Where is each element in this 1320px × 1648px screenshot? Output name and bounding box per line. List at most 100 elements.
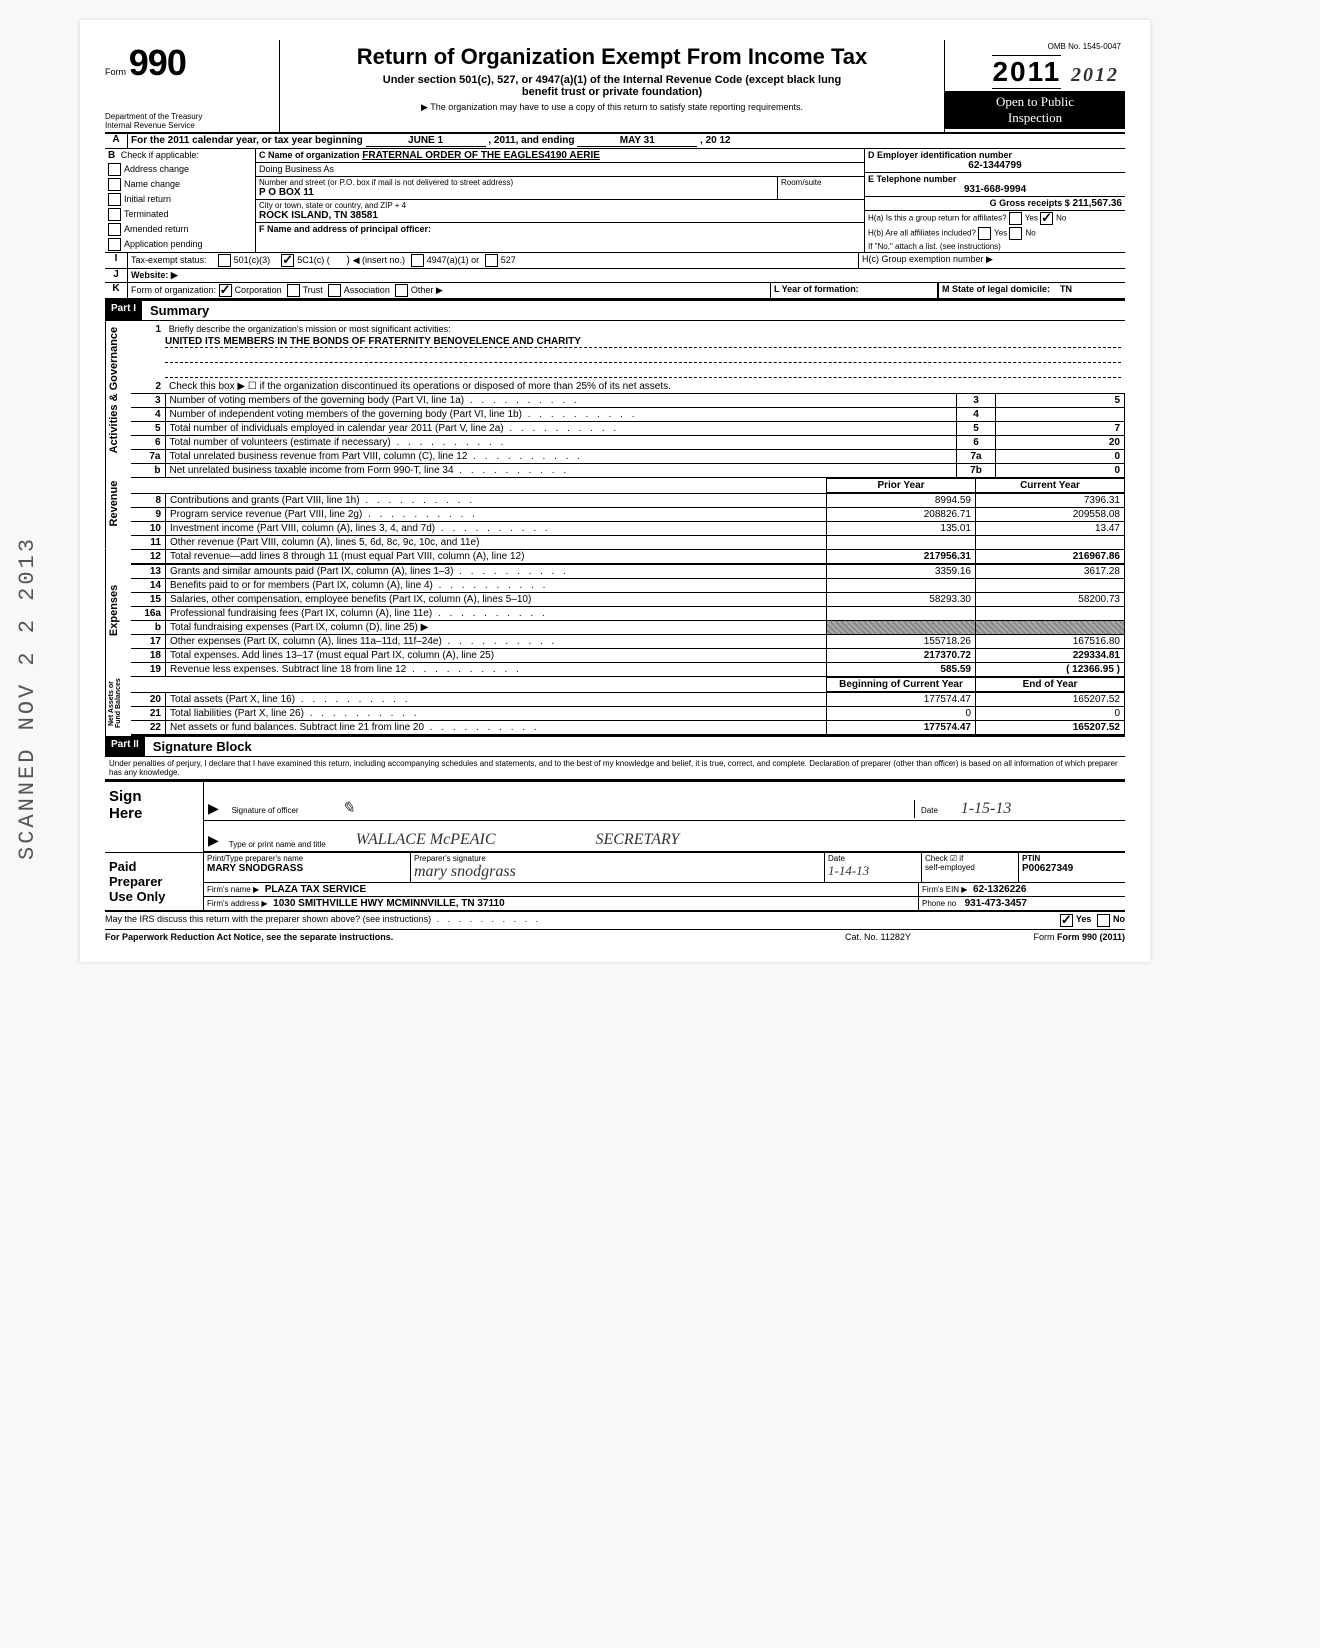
street-val: P O BOX 11 bbox=[259, 187, 774, 198]
eval13c: 3617.28 bbox=[976, 565, 1125, 579]
rval8p: 8994.59 bbox=[827, 494, 976, 508]
irs-q: May the IRS discuss this return with the… bbox=[105, 914, 1060, 927]
prep-name: MARY SNODGRASS bbox=[207, 863, 407, 874]
chk-corp[interactable] bbox=[219, 284, 232, 297]
sign-here-block: Sign Here ▶ Signature of officer ✎ Date … bbox=[105, 780, 1125, 852]
chk-addr[interactable] bbox=[108, 163, 121, 176]
b-term: Terminated bbox=[124, 209, 169, 219]
nval20c: 165207.52 bbox=[976, 693, 1125, 707]
label-a: A bbox=[105, 134, 128, 148]
rval9c: 209558.08 bbox=[976, 508, 1125, 522]
header-left: Form 990 Department of the Treasury Inte… bbox=[105, 40, 280, 132]
chk-trust[interactable] bbox=[287, 284, 300, 297]
form-word: Form bbox=[105, 67, 126, 77]
i-527: 527 bbox=[501, 255, 516, 265]
org-name: FRATERNAL ORDER OF THE EAGLES4190 AERIE bbox=[362, 150, 861, 161]
side-ag: Activities & Governance bbox=[105, 321, 132, 459]
chk-irs-yes[interactable] bbox=[1060, 914, 1073, 927]
chk-ha-no[interactable] bbox=[1040, 212, 1053, 225]
val3: 5 bbox=[996, 394, 1125, 408]
ptin-lbl: PTIN bbox=[1022, 854, 1122, 863]
dba-label: Doing Business As bbox=[259, 164, 334, 174]
line2: Check this box ▶ ☐ if the organization d… bbox=[169, 381, 671, 392]
chk-hb-yes[interactable] bbox=[978, 227, 991, 240]
side-net: Net Assets or Fund Balances bbox=[105, 671, 132, 736]
g-label: G Gross receipts $ bbox=[990, 198, 1070, 208]
col-b: B Check if applicable: Address change Na… bbox=[105, 149, 256, 252]
ptin-val: P00627349 bbox=[1022, 863, 1122, 874]
rline10: Investment income (Part VIII, column (A)… bbox=[166, 522, 827, 536]
chk-4947[interactable] bbox=[411, 254, 424, 267]
nline20: Total assets (Part X, line 16) bbox=[166, 693, 827, 707]
i-label: Tax-exempt status: bbox=[131, 255, 207, 265]
chk-hb-no[interactable] bbox=[1009, 227, 1022, 240]
chk-501c3[interactable] bbox=[218, 254, 231, 267]
val4 bbox=[996, 408, 1125, 422]
subtitle1: Under section 501(c), 527, or 4947(a)(1)… bbox=[286, 74, 938, 86]
chk-527[interactable] bbox=[485, 254, 498, 267]
city-label: City or town, state or country, and ZIP … bbox=[259, 201, 861, 210]
hb-no: No bbox=[1025, 229, 1035, 238]
chk-term[interactable] bbox=[108, 208, 121, 221]
city-val: ROCK ISLAND, TN 38581 bbox=[259, 210, 861, 221]
public-inspection: Open to Public Inspection bbox=[945, 91, 1125, 129]
eval17c: 167516.80 bbox=[976, 635, 1125, 649]
irs-no: No bbox=[1113, 914, 1125, 927]
eval18p: 217370.72 bbox=[827, 649, 976, 663]
chk-app[interactable] bbox=[108, 238, 121, 251]
eval14p bbox=[827, 579, 976, 593]
public1: Open to Public bbox=[996, 94, 1074, 109]
rval10p: 135.01 bbox=[827, 522, 976, 536]
k-assoc: Association bbox=[344, 285, 390, 295]
rval11c bbox=[976, 536, 1125, 550]
form-title: Return of Organization Exempt From Incom… bbox=[286, 44, 938, 70]
scanned-stamp: SCANNED NOV 2 2 2013 bbox=[15, 536, 40, 860]
year-box: 2011 2012 bbox=[945, 53, 1125, 91]
chk-irs-no[interactable] bbox=[1097, 914, 1110, 927]
chk-other[interactable] bbox=[395, 284, 408, 297]
rval11p bbox=[827, 536, 976, 550]
k-lyear: L Year of formation: bbox=[774, 284, 859, 294]
chk-name[interactable] bbox=[108, 178, 121, 191]
perjury-decl: Under penalties of perjury, I declare th… bbox=[105, 757, 1125, 780]
col-degh: D Employer identification number 62-1344… bbox=[864, 149, 1125, 252]
q1-val: UNITED ITS MEMBERS IN THE BONDS OF FRATE… bbox=[165, 336, 1121, 348]
val6: 20 bbox=[996, 436, 1125, 450]
public2: Inspection bbox=[1008, 110, 1062, 125]
firm-addr-lbl: Firm's address ▶ bbox=[207, 899, 268, 908]
form-number: 990 bbox=[129, 42, 186, 83]
irs-yes: Yes bbox=[1076, 914, 1092, 927]
rval9p: 208826.71 bbox=[827, 508, 976, 522]
line7a: Total unrelated business revenue from Pa… bbox=[170, 451, 584, 462]
prep-sig-lbl: Preparer's signature bbox=[414, 854, 821, 863]
street-label: Number and street (or P.O. box if mail i… bbox=[259, 178, 774, 187]
col-boy: Beginning of Current Year bbox=[827, 678, 976, 692]
k-trust: Trust bbox=[303, 285, 323, 295]
part-i-tag: Part I bbox=[105, 301, 142, 320]
firm-name: PLAZA TAX SERVICE bbox=[265, 884, 367, 895]
row-i: I Tax-exempt status: 501(c)(3) 5C1(c) ( … bbox=[105, 253, 1125, 269]
rev-table: 8Contributions and grants (Part VIII, li… bbox=[131, 493, 1125, 564]
eval13p: 3359.16 bbox=[827, 565, 976, 579]
entity-block: B Check if applicable: Address change Na… bbox=[105, 149, 1125, 253]
eline15: Salaries, other compensation, employee b… bbox=[166, 593, 827, 607]
chk-amend[interactable] bbox=[108, 223, 121, 236]
tax-year: 2011 bbox=[992, 55, 1061, 89]
val7a: 0 bbox=[996, 450, 1125, 464]
row-j: J Website: ▶ bbox=[105, 269, 1125, 283]
nval21p: 0 bbox=[827, 707, 976, 721]
chk-ha-yes[interactable] bbox=[1009, 212, 1022, 225]
chk-501c[interactable] bbox=[281, 254, 294, 267]
k-mstate-lbl: M State of legal domicile: bbox=[942, 284, 1050, 294]
period-endyr: 12 bbox=[720, 135, 731, 146]
d-label: D Employer identification number bbox=[868, 150, 1122, 160]
prep-label: Paid Preparer Use Only bbox=[105, 853, 204, 910]
chk-assoc[interactable] bbox=[328, 284, 341, 297]
side-labels: Activities & Governance Revenue Expenses… bbox=[105, 321, 131, 736]
i-c3: 501(c)(3) bbox=[234, 255, 271, 265]
period-end: MAY 31 bbox=[577, 135, 697, 147]
chk-initial[interactable] bbox=[108, 193, 121, 206]
prep-self-emp: Check ☑ if self-employed bbox=[925, 854, 975, 872]
sig-date-lbl: Date bbox=[921, 806, 938, 815]
period-endyr-pre: , 20 bbox=[700, 135, 717, 146]
